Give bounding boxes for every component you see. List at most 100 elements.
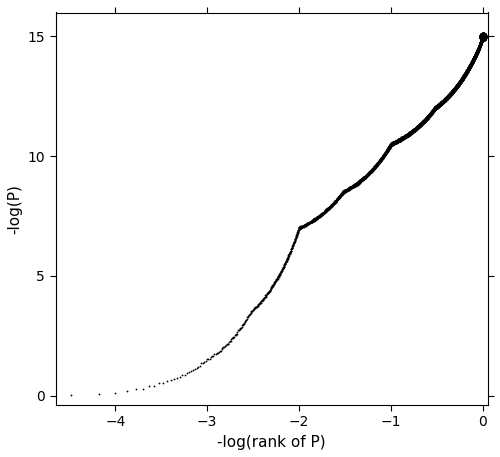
Point	[394, 138, 402, 145]
Point	[477, 38, 485, 45]
Point	[446, 91, 454, 98]
Point	[474, 45, 482, 53]
Point	[476, 43, 484, 50]
Point	[424, 114, 432, 121]
Point	[450, 87, 458, 94]
Point	[466, 63, 474, 70]
Point	[465, 64, 473, 71]
Point	[459, 74, 467, 81]
Point	[426, 109, 434, 116]
Point	[471, 53, 479, 60]
Point	[478, 35, 486, 42]
Point	[442, 95, 450, 102]
Point	[450, 87, 458, 94]
Point	[427, 110, 435, 117]
Point	[446, 90, 454, 98]
Point	[434, 101, 442, 109]
Point	[450, 86, 458, 94]
Point	[428, 108, 436, 115]
Point	[472, 52, 480, 59]
Point	[398, 135, 406, 142]
Point	[338, 188, 346, 196]
Point	[454, 81, 462, 89]
Point	[470, 54, 478, 61]
Point	[427, 109, 435, 116]
Point	[418, 120, 426, 127]
Point	[458, 75, 466, 83]
Point	[306, 219, 314, 227]
Point	[458, 76, 466, 83]
Point	[460, 73, 468, 80]
Point	[470, 54, 478, 61]
Point	[372, 162, 380, 169]
Point	[406, 130, 413, 138]
Point	[463, 69, 471, 76]
Point	[477, 39, 485, 46]
Point	[474, 45, 482, 53]
Point	[475, 44, 483, 51]
Point	[458, 74, 466, 81]
Point	[474, 46, 482, 53]
Point	[440, 96, 448, 104]
Point	[473, 50, 481, 57]
Point	[466, 62, 474, 69]
Point	[472, 52, 480, 59]
Point	[408, 128, 416, 135]
Point	[462, 70, 469, 77]
Point	[437, 99, 445, 106]
Point	[472, 50, 480, 57]
Point	[472, 52, 480, 59]
Point	[475, 45, 483, 53]
Point	[474, 46, 482, 53]
Point	[426, 112, 434, 119]
Point	[468, 58, 476, 66]
Point	[430, 106, 438, 114]
Point	[463, 68, 471, 75]
Point	[436, 100, 444, 107]
Point	[478, 33, 486, 41]
Point	[432, 104, 440, 111]
Point	[448, 89, 456, 96]
Point	[457, 77, 465, 85]
Point	[466, 61, 474, 69]
Point	[420, 117, 428, 124]
Point	[468, 59, 476, 66]
Point	[476, 42, 484, 49]
Point	[241, 319, 249, 326]
Point	[392, 139, 400, 146]
Point	[465, 65, 473, 72]
Point	[297, 224, 305, 231]
Point	[466, 61, 474, 68]
Point	[466, 62, 474, 69]
Point	[418, 120, 426, 127]
Point	[436, 101, 444, 108]
Point	[464, 65, 472, 73]
Point	[476, 43, 484, 50]
Point	[473, 49, 481, 56]
Point	[468, 59, 475, 67]
Point	[356, 178, 364, 186]
Point	[439, 98, 447, 105]
Point	[400, 134, 407, 141]
Point	[456, 79, 464, 86]
Point	[416, 122, 424, 129]
Point	[434, 101, 442, 109]
Point	[464, 64, 472, 72]
Point	[458, 76, 466, 84]
Point	[414, 124, 422, 131]
Point	[414, 123, 422, 131]
Point	[434, 102, 442, 109]
Point	[432, 104, 440, 112]
Point	[450, 85, 458, 92]
Point	[420, 118, 428, 125]
Point	[414, 122, 422, 129]
Point	[471, 53, 479, 60]
Point	[474, 47, 482, 54]
Point	[454, 81, 462, 89]
Point	[454, 81, 462, 88]
Point	[471, 53, 479, 60]
Point	[430, 106, 438, 113]
Point	[442, 95, 450, 102]
Point	[242, 317, 250, 324]
Point	[471, 53, 479, 61]
